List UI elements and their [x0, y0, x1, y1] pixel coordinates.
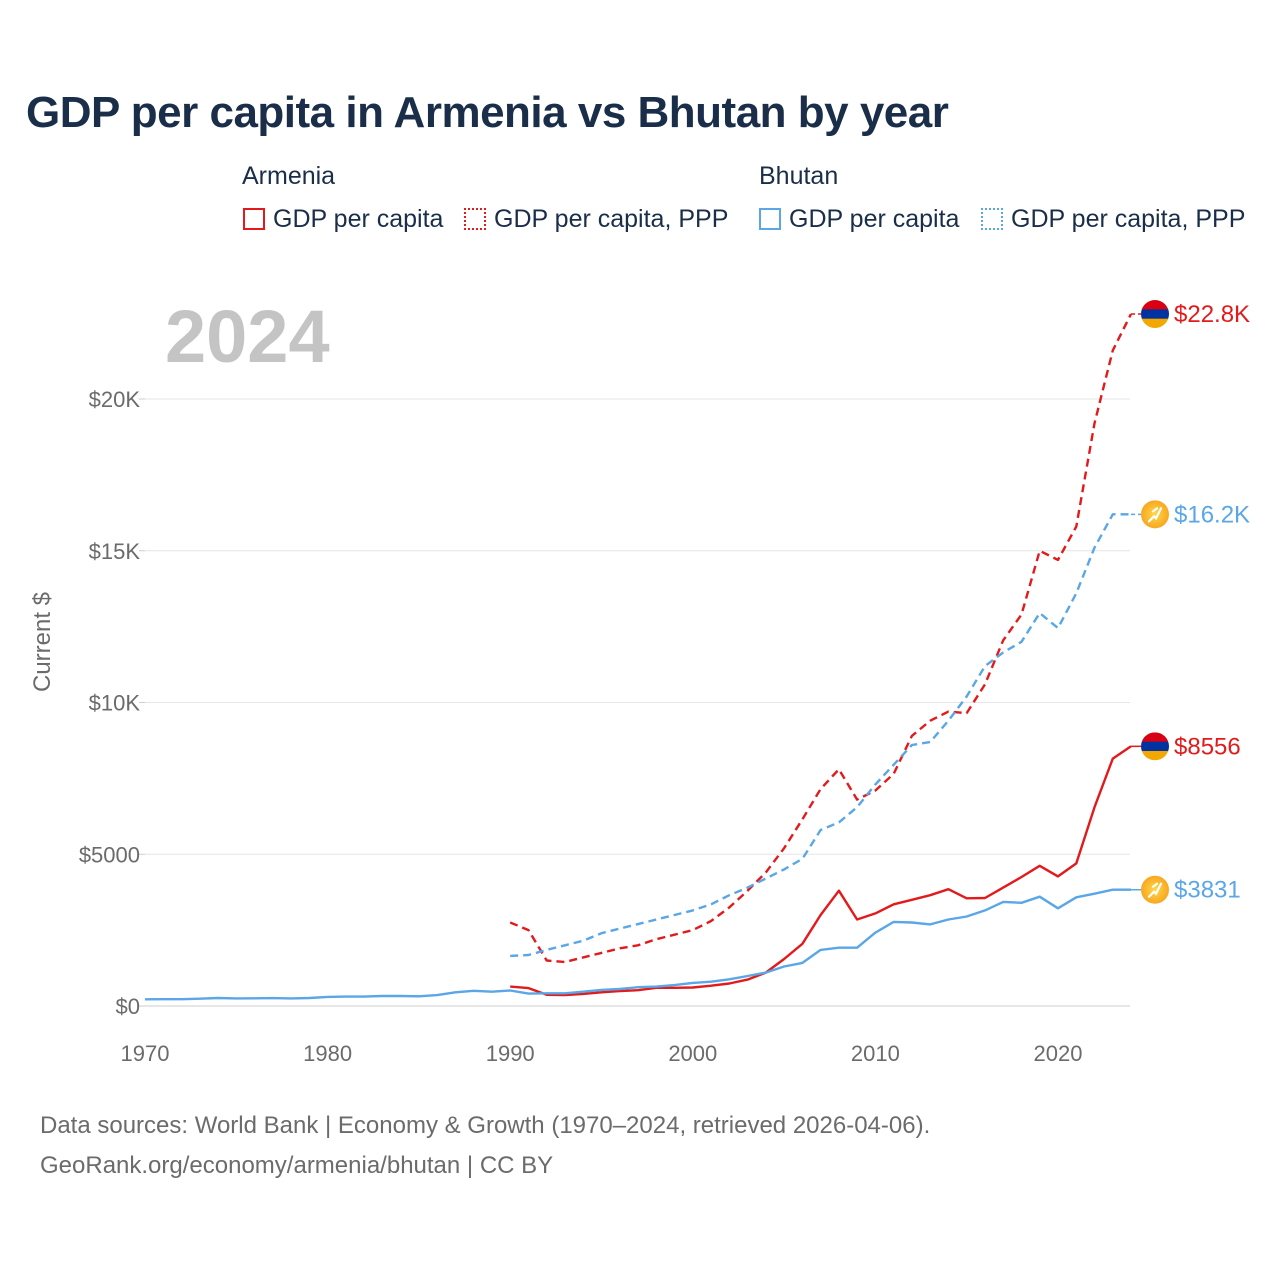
series-line-armenia-gdp-ppp[interactable] [509, 313, 1133, 964]
legend-item-bhutan-gdp-ppp[interactable]: GDP per capita, PPP [981, 204, 1245, 234]
legend-item-armenia-gdp-ppp[interactable]: GDP per capita, PPP [464, 204, 728, 234]
legend-swatch-dotted-blue [981, 208, 1003, 230]
end-value-label: $22.8K [1174, 301, 1250, 328]
end-value-label: $8556 [1174, 733, 1241, 760]
legend-group-armenia: Armenia [242, 162, 336, 190]
x-tick-label: 2000 [668, 1041, 717, 1066]
end-value-label: $3831 [1174, 877, 1241, 904]
x-tick-label: 1990 [486, 1041, 535, 1066]
endpoint-layer: $8556 $22.8K $3831 $16.2K [1131, 300, 1250, 904]
bhutan-flag-icon [1141, 500, 1169, 529]
y-tick-label: $15K [89, 539, 141, 564]
y-axis-label: Current $ [29, 592, 56, 692]
series-layer [144, 313, 1133, 1001]
series-line-armenia-gdp[interactable] [510, 745, 1132, 997]
y-tick-label: $5000 [79, 842, 140, 867]
legend-group-bhutan: Bhutan [759, 162, 839, 190]
source-line-1: Data sources: World Bank | Economy & Gro… [40, 1112, 931, 1139]
source-line-2[interactable]: GeoRank.org/economy/armenia/bhutan | CC … [40, 1152, 554, 1179]
y-tick-label: $0 [116, 994, 140, 1019]
year-watermark: 2024 [165, 295, 330, 378]
legend-swatch-solid-blue [759, 208, 781, 230]
bhutan-flag-icon [1141, 875, 1169, 904]
armenia-flag-icon [1141, 300, 1169, 329]
x-tick-label: 2020 [1034, 1041, 1083, 1066]
series-line-bhutan-gdp[interactable] [144, 888, 1131, 1001]
x-tick-label: 1980 [303, 1041, 352, 1066]
series-line-bhutan-gdp-ppp[interactable] [510, 513, 1131, 958]
source-note: Data sources: World Bank | Economy & Gro… [40, 1106, 930, 1186]
legend-swatch-solid-red [243, 208, 265, 230]
legend-swatch-dotted-red [464, 208, 486, 230]
legend-label: GDP per capita, PPP [494, 204, 729, 233]
legend-label: GDP per capita [789, 204, 960, 233]
y-tick-label: $20K [89, 387, 141, 412]
grid-layer: $0 $5000 $10K $15K $20K 1970 1980 1990 2000 2010 2… [79, 387, 1130, 1066]
legend-label: GDP per capita [273, 204, 444, 233]
chart-title: GDP per capita in Armenia vs Bhutan by y… [26, 88, 949, 137]
legend-label: GDP per capita, PPP [1011, 204, 1246, 233]
y-tick-label: $10K [89, 691, 141, 716]
legend-item-bhutan-gdp[interactable]: GDP per capita [759, 204, 959, 234]
x-tick-label: 1970 [121, 1041, 170, 1066]
legend-item-armenia-gdp[interactable]: GDP per capita [243, 204, 443, 234]
end-value-label: $16.2K [1174, 501, 1250, 528]
x-tick-label: 2010 [851, 1041, 900, 1066]
armenia-flag-icon [1141, 732, 1169, 761]
